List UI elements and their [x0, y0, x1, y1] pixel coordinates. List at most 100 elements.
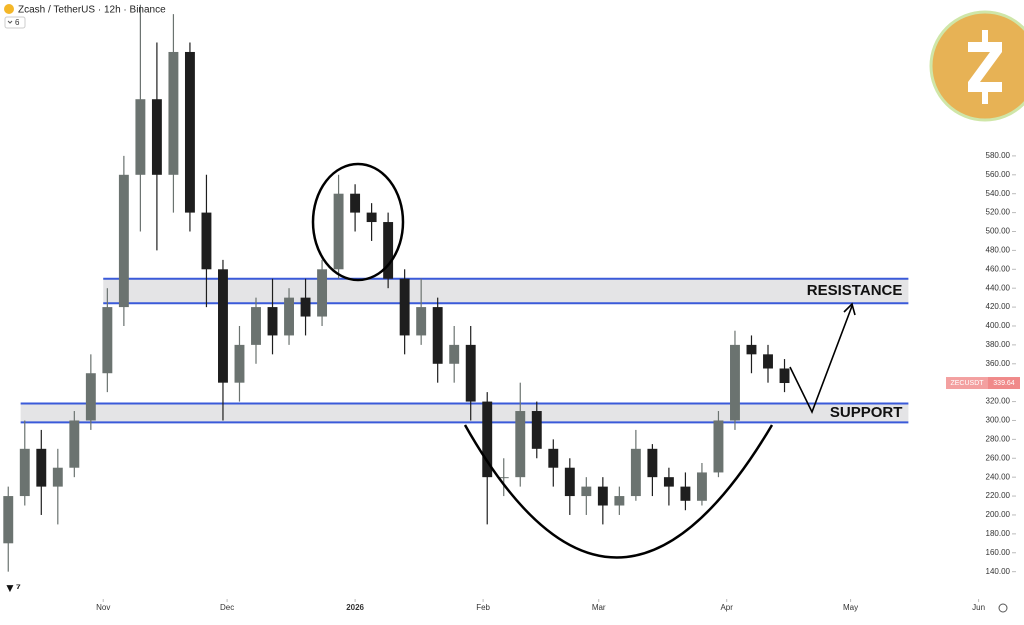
zcash-z: [968, 42, 1002, 92]
zone-label: SUPPORT: [830, 404, 903, 421]
candle-body: [713, 420, 724, 473]
y-tick-label: 400.00: [986, 321, 1011, 330]
candle-body: [168, 51, 179, 175]
candle-body: [630, 448, 641, 497]
candle-body: [19, 448, 30, 497]
x-tick-label: Nov: [96, 603, 110, 612]
x-tick-label: Jun: [972, 603, 985, 612]
candle-body: [730, 344, 740, 421]
candle-body: [597, 486, 608, 506]
zcash-bar: [982, 90, 988, 104]
zcash-bar: [982, 30, 988, 44]
settings-icon[interactable]: [998, 603, 1008, 613]
candle-body: [300, 297, 311, 317]
zone: [20, 403, 909, 423]
zones: RESISTANCE SUPPORT: [20, 277, 909, 424]
chevron: [7, 20, 13, 24]
candle-body: [135, 99, 146, 175]
price-label: 339.64: [993, 380, 1015, 387]
candle-body: [118, 174, 129, 308]
chart-title: Zcash / TetherUS · 12h · Binance: [18, 5, 166, 16]
candle-body: [614, 496, 625, 506]
candle-body: [779, 368, 790, 384]
x-tick-label: Mar: [592, 603, 606, 612]
y-tick-label: 260.00: [986, 453, 1011, 462]
symbol-label: ZECUSDT: [950, 380, 984, 387]
candle-body: [383, 222, 394, 279]
y-tick-label: 200.00: [986, 510, 1011, 519]
candle-body: [763, 354, 773, 369]
candle-body: [151, 99, 162, 175]
y-tick-label: 180.00: [986, 529, 1011, 538]
candles: [3, 4, 790, 572]
candle-body: [548, 448, 559, 468]
y-tick-label: 140.00: [986, 567, 1011, 576]
zone: [103, 278, 909, 304]
candle-body: [465, 344, 476, 402]
x-axis: Nov Dec 2026 Feb Mar Apr May Jun: [96, 599, 985, 612]
projection-arrow: [789, 305, 853, 415]
y-tick-label: 540.00: [986, 189, 1011, 198]
zone-label: RESISTANCE: [807, 282, 903, 299]
candle-body: [449, 344, 460, 364]
tv-logo: ▼⁷: [4, 581, 21, 595]
top-ellipse: [311, 162, 405, 282]
candle-body: [350, 193, 361, 213]
candle-body: [69, 420, 80, 468]
y-tick-label: 580.00: [986, 151, 1011, 160]
cup-arc: [463, 424, 774, 559]
candle-body: [52, 467, 63, 487]
y-tick-label: 280.00: [986, 434, 1011, 443]
y-tick-label: 440.00: [986, 283, 1011, 292]
x-tick-label: 2026: [346, 603, 364, 612]
candle-body: [267, 307, 278, 336]
y-tick-label: 460.00: [986, 264, 1011, 273]
y-tick-label: 160.00: [986, 548, 1011, 557]
candle-body: [482, 401, 493, 478]
candle-body: [36, 448, 47, 487]
y-tick-label: 300.00: [986, 416, 1011, 425]
candle-body: [515, 411, 526, 478]
indicator-count: 6: [15, 18, 20, 27]
price-label-bg: [988, 377, 1020, 390]
zcash-logo: [929, 10, 1024, 122]
x-tick-label: Dec: [220, 603, 234, 612]
candle-body: [251, 307, 261, 345]
candle-body: [333, 193, 344, 270]
y-tick-label: 240.00: [986, 472, 1011, 481]
candle-body: [317, 269, 328, 317]
y-tick-label: 480.00: [986, 246, 1011, 255]
candle-body: [201, 212, 212, 270]
y-tick-label: 220.00: [986, 491, 1011, 500]
y-tick-label: 320.00: [986, 397, 1011, 406]
symbol-icon: [4, 4, 14, 14]
y-tick-label: 380.00: [986, 340, 1011, 349]
candle-body: [3, 496, 14, 544]
candle-body: [498, 477, 509, 479]
candle-body: [647, 448, 658, 478]
y-tick-label: 360.00: [986, 359, 1011, 368]
candle-body: [746, 344, 757, 355]
arrow-head: [843, 302, 856, 316]
indicator-toggle[interactable]: [4, 16, 26, 29]
candle-body: [399, 278, 410, 336]
y-tick-label: 420.00: [986, 302, 1011, 311]
candle-body: [416, 307, 427, 336]
y-tick-label: 500.00: [986, 227, 1011, 236]
candle-body: [284, 297, 294, 336]
candle-body: [696, 472, 707, 501]
candle-body: [531, 411, 542, 449]
y-tick-label: 560.00: [986, 170, 1011, 179]
candle-body: [663, 477, 674, 487]
candle-body: [581, 486, 592, 497]
candle-body: [564, 467, 575, 497]
x-tick-label: May: [843, 603, 858, 612]
y-tick-label: 520.00: [986, 208, 1011, 217]
candle-body: [366, 212, 377, 223]
y-axis: 140.00 160.00 180.00 200.00 220.00 240.00 260.…: [946, 151, 1020, 576]
candle-body: [184, 51, 195, 213]
x-tick-label: Apr: [720, 603, 733, 612]
candle-body: [102, 307, 113, 374]
